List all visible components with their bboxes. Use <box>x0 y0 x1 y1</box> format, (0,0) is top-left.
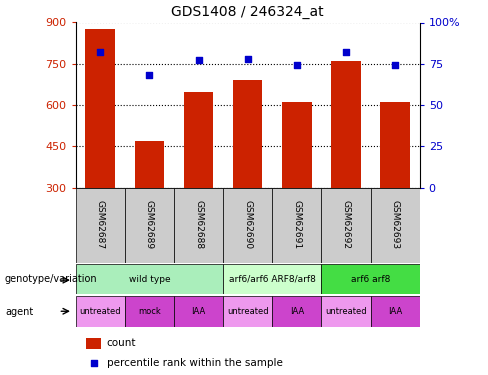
Text: GSM62690: GSM62690 <box>243 200 252 250</box>
Bar <box>322 296 370 327</box>
Text: untreated: untreated <box>80 307 121 316</box>
Point <box>145 72 153 78</box>
Bar <box>184 92 213 270</box>
Text: untreated: untreated <box>325 307 367 316</box>
Bar <box>322 188 370 262</box>
Point <box>90 360 98 366</box>
Bar <box>223 264 322 294</box>
Bar <box>174 296 223 327</box>
Bar <box>272 296 322 327</box>
Text: percentile rank within the sample: percentile rank within the sample <box>106 358 283 368</box>
Bar <box>125 296 174 327</box>
Point <box>244 56 252 62</box>
Text: GSM62688: GSM62688 <box>194 200 203 250</box>
Bar <box>76 296 125 327</box>
Text: mock: mock <box>138 307 161 316</box>
Text: arf6/arf6 ARF8/arf8: arf6/arf6 ARF8/arf8 <box>229 274 316 284</box>
Text: wild type: wild type <box>128 274 170 284</box>
Text: genotype/variation: genotype/variation <box>5 274 98 284</box>
Text: count: count <box>106 339 136 348</box>
Bar <box>86 338 102 349</box>
Bar <box>233 80 263 270</box>
Text: untreated: untreated <box>227 307 268 316</box>
Bar <box>76 188 125 262</box>
Bar <box>282 102 311 270</box>
Bar <box>370 188 420 262</box>
Bar <box>76 264 223 294</box>
Bar <box>380 102 410 270</box>
Bar <box>272 188 322 262</box>
Bar <box>125 188 174 262</box>
Bar <box>135 141 164 270</box>
Text: IAA: IAA <box>191 307 205 316</box>
Point <box>293 62 301 68</box>
Text: GSM62692: GSM62692 <box>342 201 350 249</box>
Point <box>391 62 399 68</box>
Bar <box>322 264 420 294</box>
Bar <box>85 29 115 270</box>
Bar <box>370 296 420 327</box>
Title: GDS1408 / 246324_at: GDS1408 / 246324_at <box>171 5 324 19</box>
Bar <box>174 188 223 262</box>
Text: GSM62693: GSM62693 <box>390 200 400 250</box>
Bar <box>223 188 272 262</box>
Point <box>96 49 104 55</box>
Text: arf6 arf8: arf6 arf8 <box>351 274 390 284</box>
Text: IAA: IAA <box>388 307 402 316</box>
Point <box>195 57 203 63</box>
Bar <box>331 61 361 270</box>
Text: GSM62689: GSM62689 <box>145 200 154 250</box>
Text: GSM62691: GSM62691 <box>292 200 301 250</box>
Text: agent: agent <box>5 307 33 316</box>
Bar <box>223 296 272 327</box>
Text: GSM62687: GSM62687 <box>96 200 105 250</box>
Text: IAA: IAA <box>290 307 304 316</box>
Point <box>342 49 350 55</box>
